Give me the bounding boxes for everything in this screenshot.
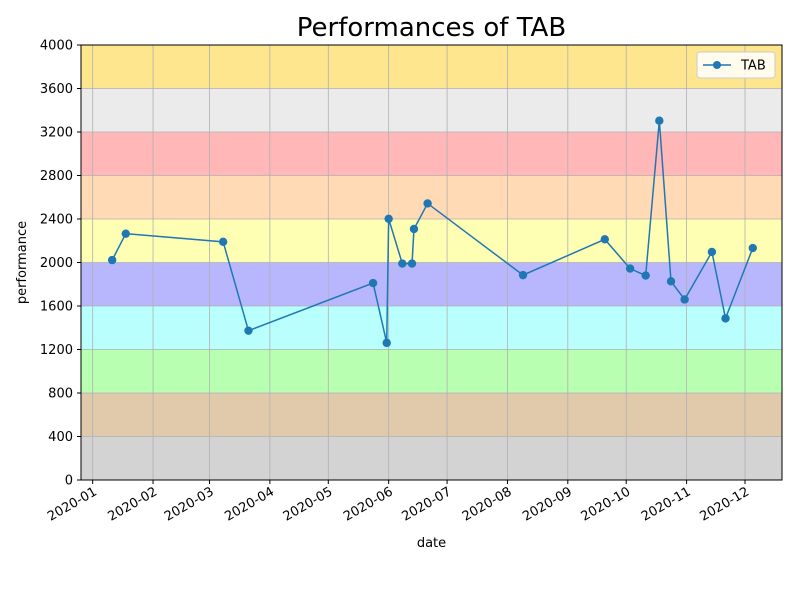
legend-box [696,51,776,79]
band-3 [81,306,782,350]
y-tick-label-10: 4000 [40,39,73,54]
data-point-19 [721,314,730,323]
y-tick-label-4: 1600 [40,300,73,315]
x-tick-label-5: 2020-06 [341,484,396,524]
y-tick-label-3: 1200 [40,343,73,358]
band-5 [81,219,782,263]
y-axis-label: performance [15,221,30,304]
x-tick-label-6: 2020-07 [400,484,455,524]
band-4 [81,262,782,306]
x-axis: 2020-01 2020-02 2020-03 2020-04 2020-05 2020-… [45,480,752,525]
y-tick-label-6: 2400 [40,213,73,228]
data-point-13 [625,264,635,273]
y-tick-label-7: 2800 [40,169,73,184]
data-point-16 [666,277,676,286]
data-point-18 [707,247,717,257]
data-point-12 [600,235,610,244]
band-1 [81,393,782,437]
y-tick-label-2: 800 [48,387,73,402]
y-axis: 0 400 800 1200 1600 2000 2400 2800 3200 3600 4000 [40,39,81,489]
band-2 [81,349,782,393]
y-tick-label-8: 3200 [40,126,73,141]
x-tick-label-4: 2020-05 [281,484,336,524]
data-point-5 [382,338,391,348]
series-layer [107,116,757,348]
legend: TAB [696,51,776,79]
band-9 [81,45,782,89]
data-point-3 [244,326,253,335]
data-point-4 [368,278,378,288]
x-tick-label-10: 2020-11 [639,484,694,524]
chart-title: Performances of TAB [297,13,566,43]
band-0 [81,436,782,480]
x-tick-label-8: 2020-09 [520,484,575,524]
data-point-14 [641,271,650,280]
data-point-20 [748,243,757,253]
data-point-8 [407,259,417,268]
y-tick-label-5: 2000 [40,256,73,271]
legend-label-tab: TAB [740,59,766,74]
x-tick-label-0: 2020-01 [45,484,100,524]
band-7 [81,132,782,176]
x-tick-label-11: 2020-12 [697,484,752,524]
data-point-11 [518,270,528,280]
x-tick-label-1: 2020-02 [105,484,160,524]
performance-bands [81,45,782,480]
legend-point-marker [713,61,721,69]
y-tick-label-0: 0 [65,474,73,489]
y-tick-label-1: 400 [48,430,73,445]
y-tick-label-9: 3600 [40,82,73,97]
data-point-7 [398,259,407,268]
band-8 [81,88,782,132]
x-tick-label-2: 2020-03 [162,484,217,524]
data-point-9 [409,224,419,234]
data-point-6 [384,214,393,223]
data-point-2 [218,237,228,247]
data-point-15 [655,116,664,125]
x-tick-label-9: 2020-10 [579,484,634,524]
x-tick-label-7: 2020-08 [460,484,515,524]
data-point-10 [423,199,432,208]
x-tick-label-3: 2020-04 [222,484,277,524]
x-axis-label: date [417,536,446,551]
band-6 [81,175,782,219]
data-point-1 [121,229,130,238]
data-point-0 [107,255,117,265]
data-point-17 [680,295,689,304]
